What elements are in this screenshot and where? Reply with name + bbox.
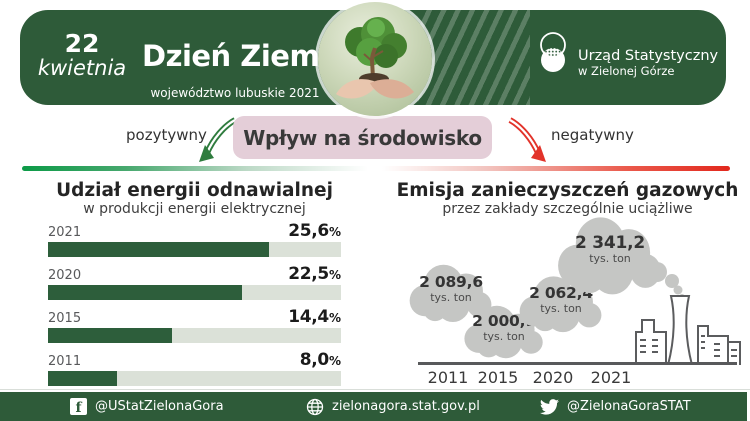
twitter-icon bbox=[540, 398, 559, 415]
date-block: 22 kwietnia bbox=[34, 29, 130, 81]
emission-axis-line bbox=[418, 362, 737, 365]
logo-line2: w Zielonej Górze bbox=[578, 63, 675, 78]
bar-year-label: 2015 bbox=[48, 311, 82, 326]
globe-icon bbox=[306, 398, 324, 416]
statistical-office-logo: Urząd Statystyczny w Zielonej Górze bbox=[538, 30, 718, 82]
facebook-handle: @UStatZielonaGora bbox=[95, 399, 224, 414]
positive-label: pozytywny bbox=[126, 126, 207, 144]
emission-cloud-2011: 2 089,6 tys. ton bbox=[404, 254, 498, 324]
page-subtitle: województwo lubuskie 2021 bbox=[150, 86, 320, 100]
bar-year-label: 2020 bbox=[48, 268, 82, 283]
cloud-value-2021: 2 341,2 tys. ton bbox=[574, 232, 646, 266]
logo-circles-icon bbox=[540, 32, 566, 72]
cloud-value-2015: 2 000,1 tys. ton bbox=[472, 311, 536, 343]
cloud-value-2020: 2 062,4 tys. ton bbox=[529, 283, 593, 315]
factory-icon bbox=[635, 295, 741, 365]
cloud-icon bbox=[519, 276, 602, 333]
axis-year-2020: 2020 bbox=[532, 368, 574, 387]
energy-chart-title: Udział energii odnawialnej bbox=[56, 180, 333, 201]
emission-cloud-2015: 2 000,1 tys. ton bbox=[459, 296, 549, 360]
red-gradient-divider bbox=[382, 166, 730, 171]
impact-title-box: Wpływ na środowisko bbox=[233, 116, 492, 159]
energy-row-2021: 2021 25,6% bbox=[48, 221, 341, 257]
footer-bar: f @UStatZielonaGora zielonagora.stat.gov… bbox=[0, 392, 747, 421]
energy-row-2011: 2011 8,0% bbox=[48, 350, 341, 386]
negative-label: negatywny bbox=[551, 126, 634, 144]
website-link[interactable]: zielonagora.stat.gov.pl bbox=[306, 392, 480, 421]
green-gradient-divider bbox=[22, 166, 368, 171]
cloud-value-2011: 2 089,6 tys. ton bbox=[419, 272, 483, 304]
energy-bar-chart: 2021 25,6% 2020 22,5% 2015 14,4% 2011 8,… bbox=[48, 221, 341, 393]
bar-year-label: 2011 bbox=[48, 354, 82, 369]
bar-fill bbox=[48, 285, 242, 300]
diagonal-stripes-decoration bbox=[418, 10, 530, 105]
twitter-link[interactable]: @ZielonaGoraSTAT bbox=[540, 392, 691, 421]
axis-year-2015: 2015 bbox=[477, 368, 519, 387]
bar-fill bbox=[48, 242, 269, 257]
bar-track bbox=[48, 371, 341, 386]
bar-value-label: 25,6% bbox=[288, 221, 341, 241]
green-down-left-arrow-icon bbox=[199, 117, 237, 162]
emission-chart-title: Emisja zanieczyszczeń gazowych bbox=[396, 180, 739, 201]
impact-title: Wpływ na środowisko bbox=[243, 125, 482, 150]
emission-cloud-2020: 2 062,4 tys. ton bbox=[514, 266, 608, 334]
red-down-right-arrow-icon bbox=[508, 117, 546, 162]
footer-divider bbox=[0, 389, 750, 390]
axis-year-2011: 2011 bbox=[427, 368, 469, 387]
bar-track bbox=[48, 328, 341, 343]
axis-year-2021: 2021 bbox=[590, 368, 632, 387]
cloud-icon bbox=[558, 217, 661, 295]
bar-value-label: 8,0% bbox=[299, 350, 341, 370]
bar-fill bbox=[48, 328, 173, 343]
date-month: kwietnia bbox=[37, 56, 127, 81]
facebook-link[interactable]: f @UStatZielonaGora bbox=[70, 392, 224, 421]
emission-cloud-2021: 2 341,2 tys. ton bbox=[551, 203, 669, 297]
hands-holding-tree-photo bbox=[318, 2, 432, 116]
bar-track bbox=[48, 285, 341, 300]
tree-in-hands-illustration bbox=[336, 17, 414, 99]
energy-chart-subtitle: w produkcji energii elektrycznej bbox=[83, 201, 306, 217]
logo-text: Urząd Statystyczny w Zielonej Górze bbox=[578, 48, 718, 78]
twitter-handle: @ZielonaGoraSTAT bbox=[567, 399, 691, 414]
emission-chart-subtitle: przez zakłady szczególnie uciążliwe bbox=[442, 201, 693, 217]
bar-year-label: 2021 bbox=[48, 225, 82, 240]
date-day: 22 bbox=[64, 29, 100, 58]
bar-value-label: 14,4% bbox=[288, 307, 341, 327]
bar-value-label: 22,5% bbox=[288, 264, 341, 284]
logo-line1: Urząd Statystyczny bbox=[578, 48, 719, 65]
energy-row-2020: 2020 22,5% bbox=[48, 264, 341, 300]
facebook-icon: f bbox=[70, 398, 87, 415]
bar-track bbox=[48, 242, 341, 257]
website-url: zielonagora.stat.gov.pl bbox=[332, 399, 480, 414]
energy-row-2015: 2015 14,4% bbox=[48, 307, 341, 343]
bar-fill bbox=[48, 371, 117, 386]
cloud-icon bbox=[409, 264, 492, 323]
page-title: Dzień Ziemi bbox=[142, 39, 329, 73]
